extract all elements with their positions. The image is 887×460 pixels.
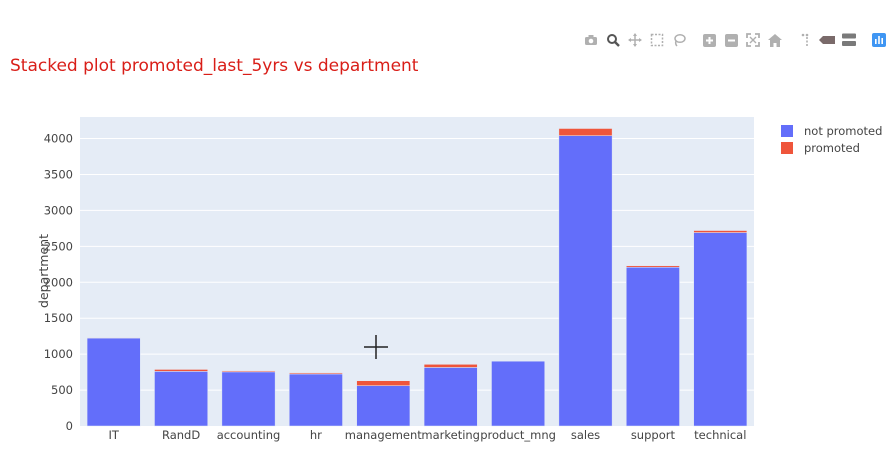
legend-label-promoted[interactable]: promoted — [804, 141, 860, 155]
zoom-icon[interactable] — [602, 30, 624, 50]
y-tick-label: 1500 — [44, 311, 73, 325]
y-tick-label: 500 — [51, 383, 73, 397]
x-tick-label: product_mng — [480, 428, 556, 442]
x-tick-label: technical — [694, 428, 746, 442]
bar-not-promoted-RandD[interactable] — [154, 371, 208, 427]
bar-promoted-marketing[interactable] — [423, 364, 478, 368]
bars[interactable] — [86, 128, 748, 427]
legend-label-not-promoted[interactable]: not promoted — [804, 124, 882, 138]
y-axis-ticks: 0 500 1000 1500 2000 2500 3000 3500 4000 — [44, 132, 73, 433]
bar-promoted-support[interactable] — [626, 265, 680, 268]
y-tick-label: 1000 — [44, 347, 73, 361]
bar-not-promoted-support[interactable] — [626, 267, 680, 427]
legend-swatch-promoted[interactable] — [781, 142, 793, 154]
legend[interactable]: not promoted promoted — [781, 124, 882, 155]
bar-not-promoted-sales[interactable] — [558, 135, 613, 427]
x-tick-label: sales — [571, 428, 600, 442]
bar-not-promoted-product_mng[interactable] — [491, 360, 545, 427]
spike-lines-icon[interactable] — [794, 30, 816, 50]
bar-promoted-management[interactable] — [356, 380, 411, 386]
bar-not-promoted-technical[interactable] — [693, 232, 748, 427]
zoom-out-icon[interactable] — [720, 30, 742, 50]
box-select-icon[interactable] — [646, 30, 668, 50]
plotly-logo-icon[interactable] — [868, 30, 887, 50]
pan-icon[interactable] — [624, 30, 646, 50]
bar-promoted-accounting[interactable] — [221, 370, 276, 373]
legend-swatch-not-promoted[interactable] — [781, 125, 793, 137]
x-tick-label: hr — [310, 428, 322, 442]
bar-promoted-hr[interactable] — [289, 372, 343, 375]
x-tick-label: management — [345, 428, 423, 442]
y-tick-label: 0 — [66, 419, 73, 433]
x-tick-label: marketing — [421, 428, 480, 442]
bar-promoted-RandD[interactable] — [154, 369, 208, 372]
zoom-in-icon[interactable] — [698, 30, 720, 50]
x-axis-ticks: IT RandD accounting hr management marketing pr… — [108, 428, 746, 442]
autoscale-icon[interactable] — [742, 30, 764, 50]
x-tick-label: support — [631, 428, 676, 442]
crosshair-cursor — [364, 335, 388, 359]
bar-not-promoted-accounting[interactable] — [221, 371, 276, 427]
camera-icon[interactable] — [580, 30, 602, 50]
y-tick-label: 2500 — [44, 239, 73, 253]
bar-promoted-technical[interactable] — [693, 230, 748, 233]
lasso-select-icon[interactable] — [668, 30, 690, 50]
reset-axes-icon[interactable] — [764, 30, 786, 50]
bar-not-promoted-marketing[interactable] — [423, 367, 478, 427]
x-tick-label: RandD — [162, 428, 200, 442]
y-axis-title: department — [36, 234, 51, 308]
bar-not-promoted-management[interactable] — [356, 385, 411, 427]
bar-promoted-sales[interactable] — [558, 128, 613, 136]
y-tick-label: 2000 — [44, 275, 73, 289]
x-tick-label: IT — [108, 428, 119, 442]
bar-not-promoted-hr[interactable] — [289, 373, 343, 427]
y-tick-label: 4000 — [44, 132, 73, 146]
hover-compare-icon[interactable] — [838, 30, 860, 50]
y-tick-label: 3500 — [44, 167, 73, 181]
y-tick-label: 3000 — [44, 203, 73, 217]
hover-closest-icon[interactable] — [816, 30, 838, 50]
x-tick-label: accounting — [217, 428, 281, 442]
modebar — [580, 30, 887, 50]
chart-title: Stacked plot promoted_last_5yrs vs depar… — [10, 56, 419, 76]
bar-not-promoted-IT[interactable] — [86, 337, 141, 427]
